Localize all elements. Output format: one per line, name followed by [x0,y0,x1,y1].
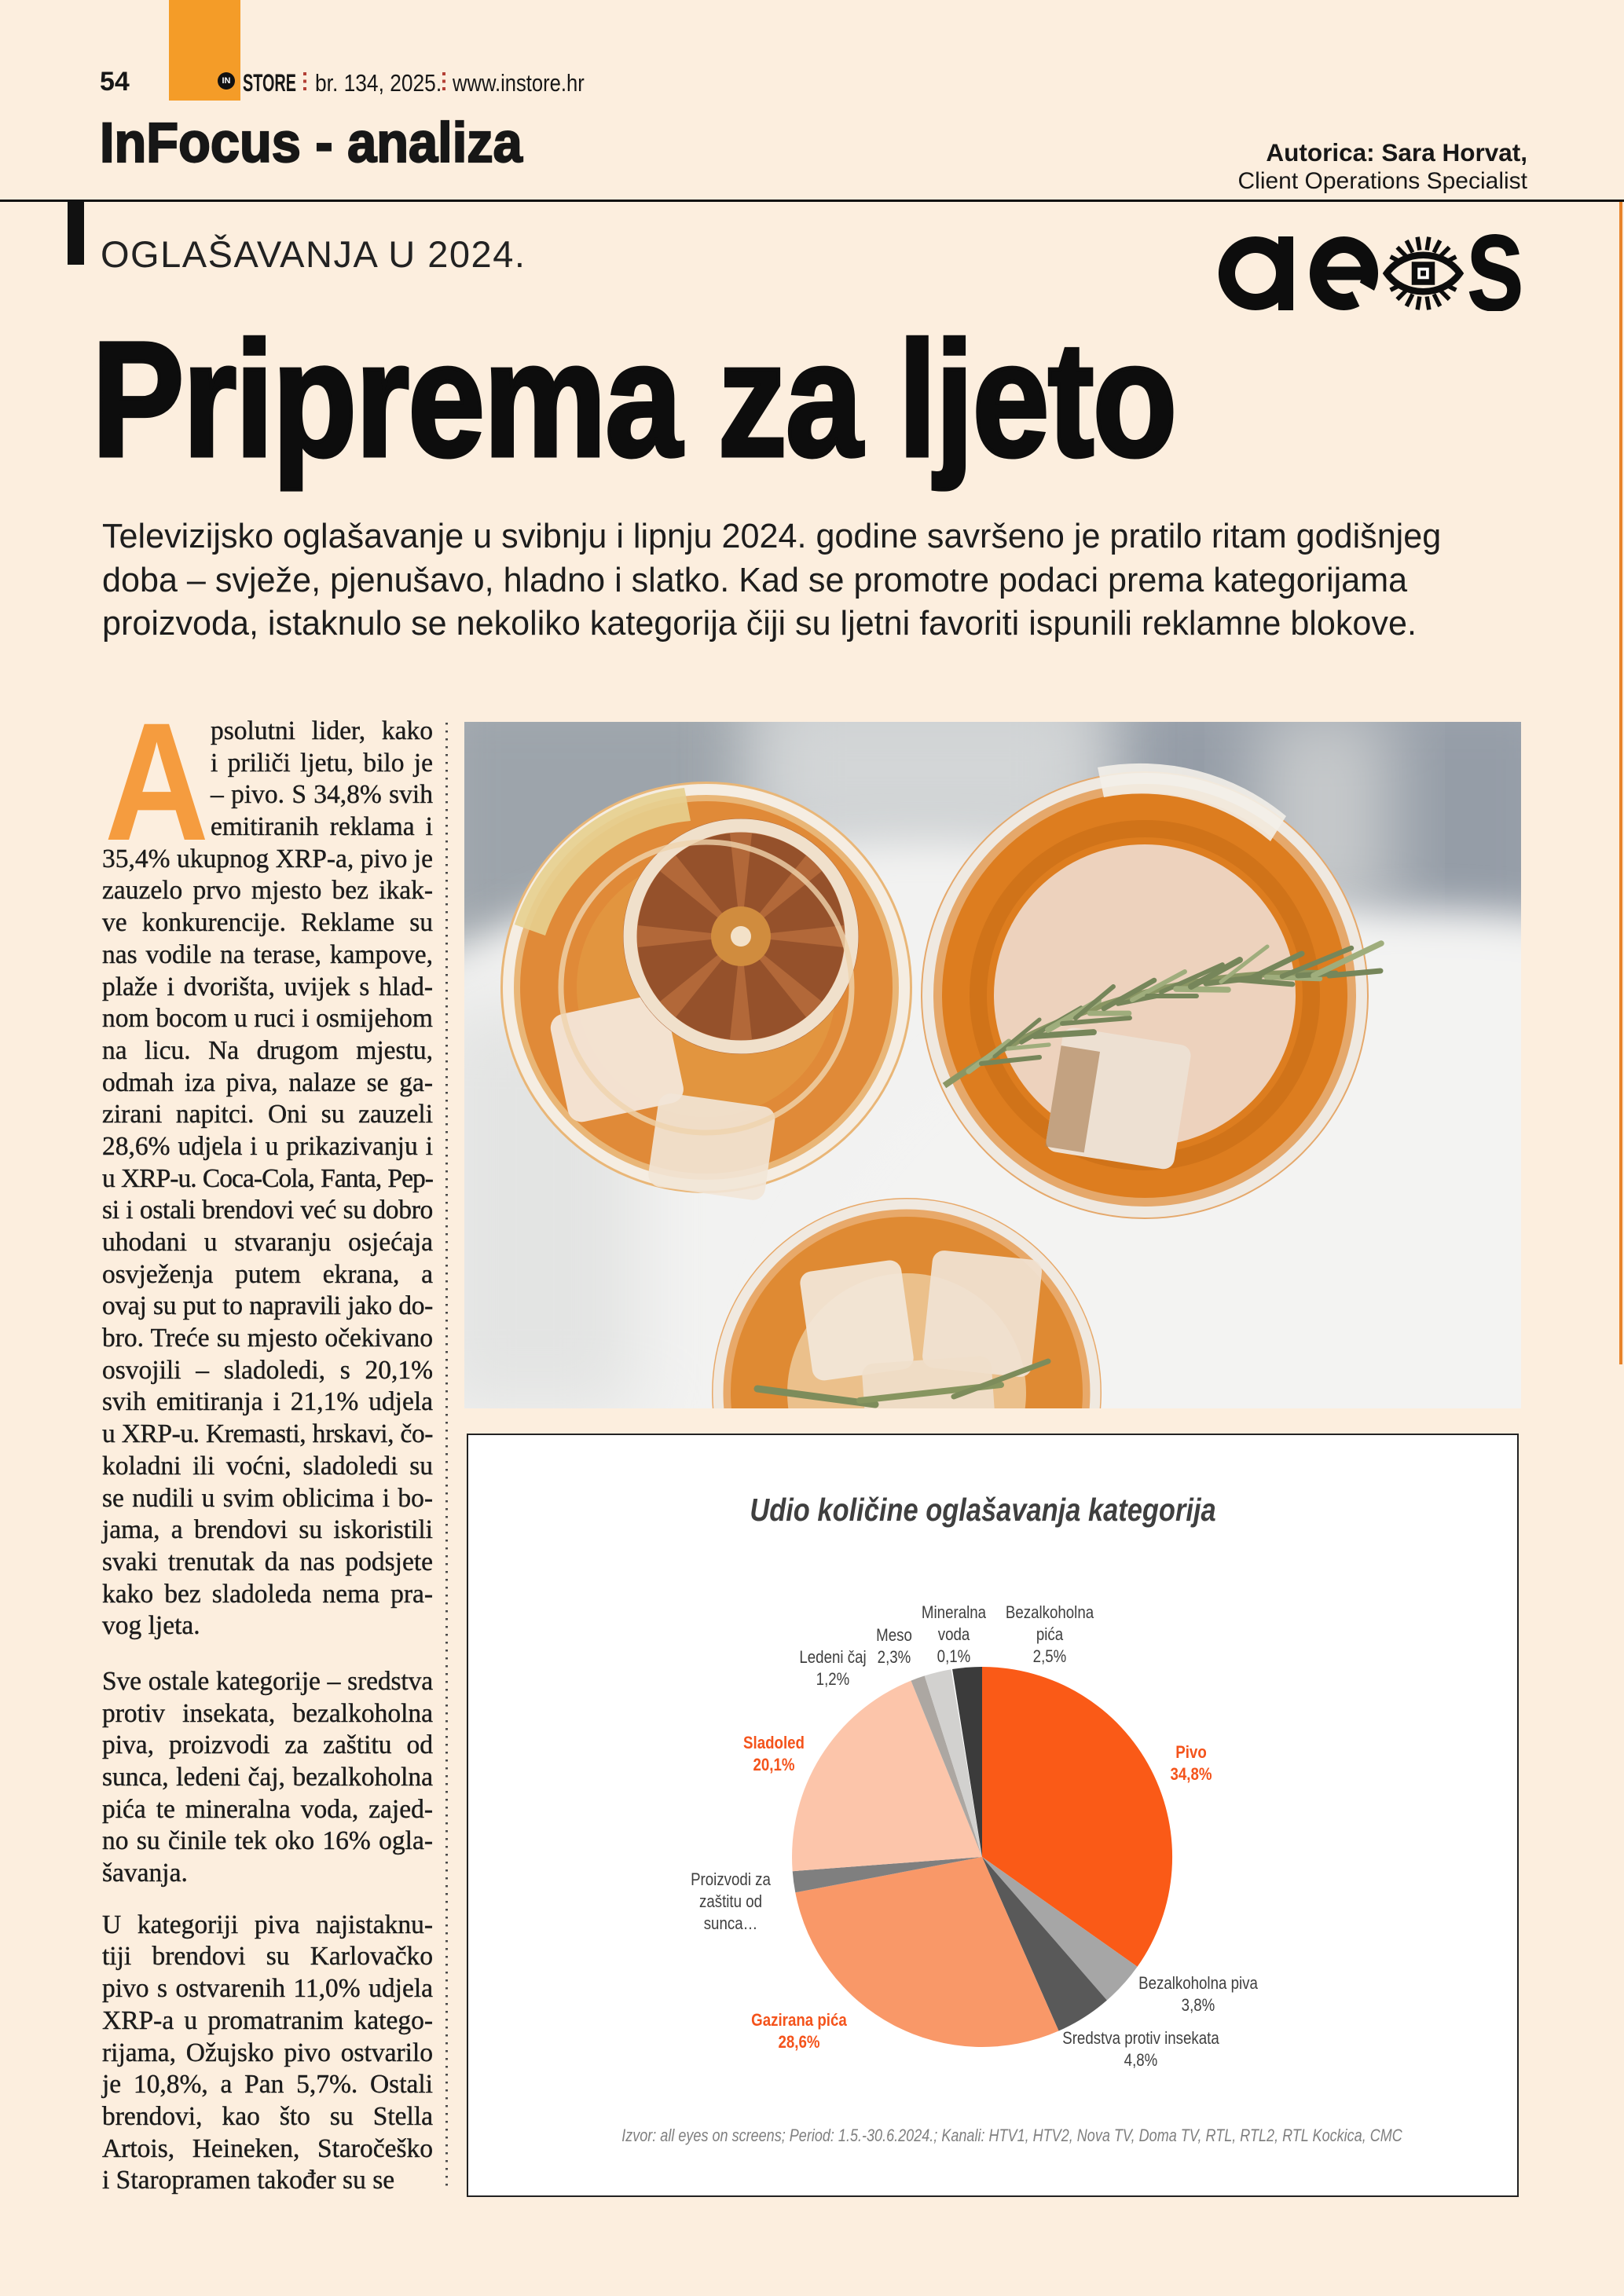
svg-text:s: s [1465,233,1525,311]
